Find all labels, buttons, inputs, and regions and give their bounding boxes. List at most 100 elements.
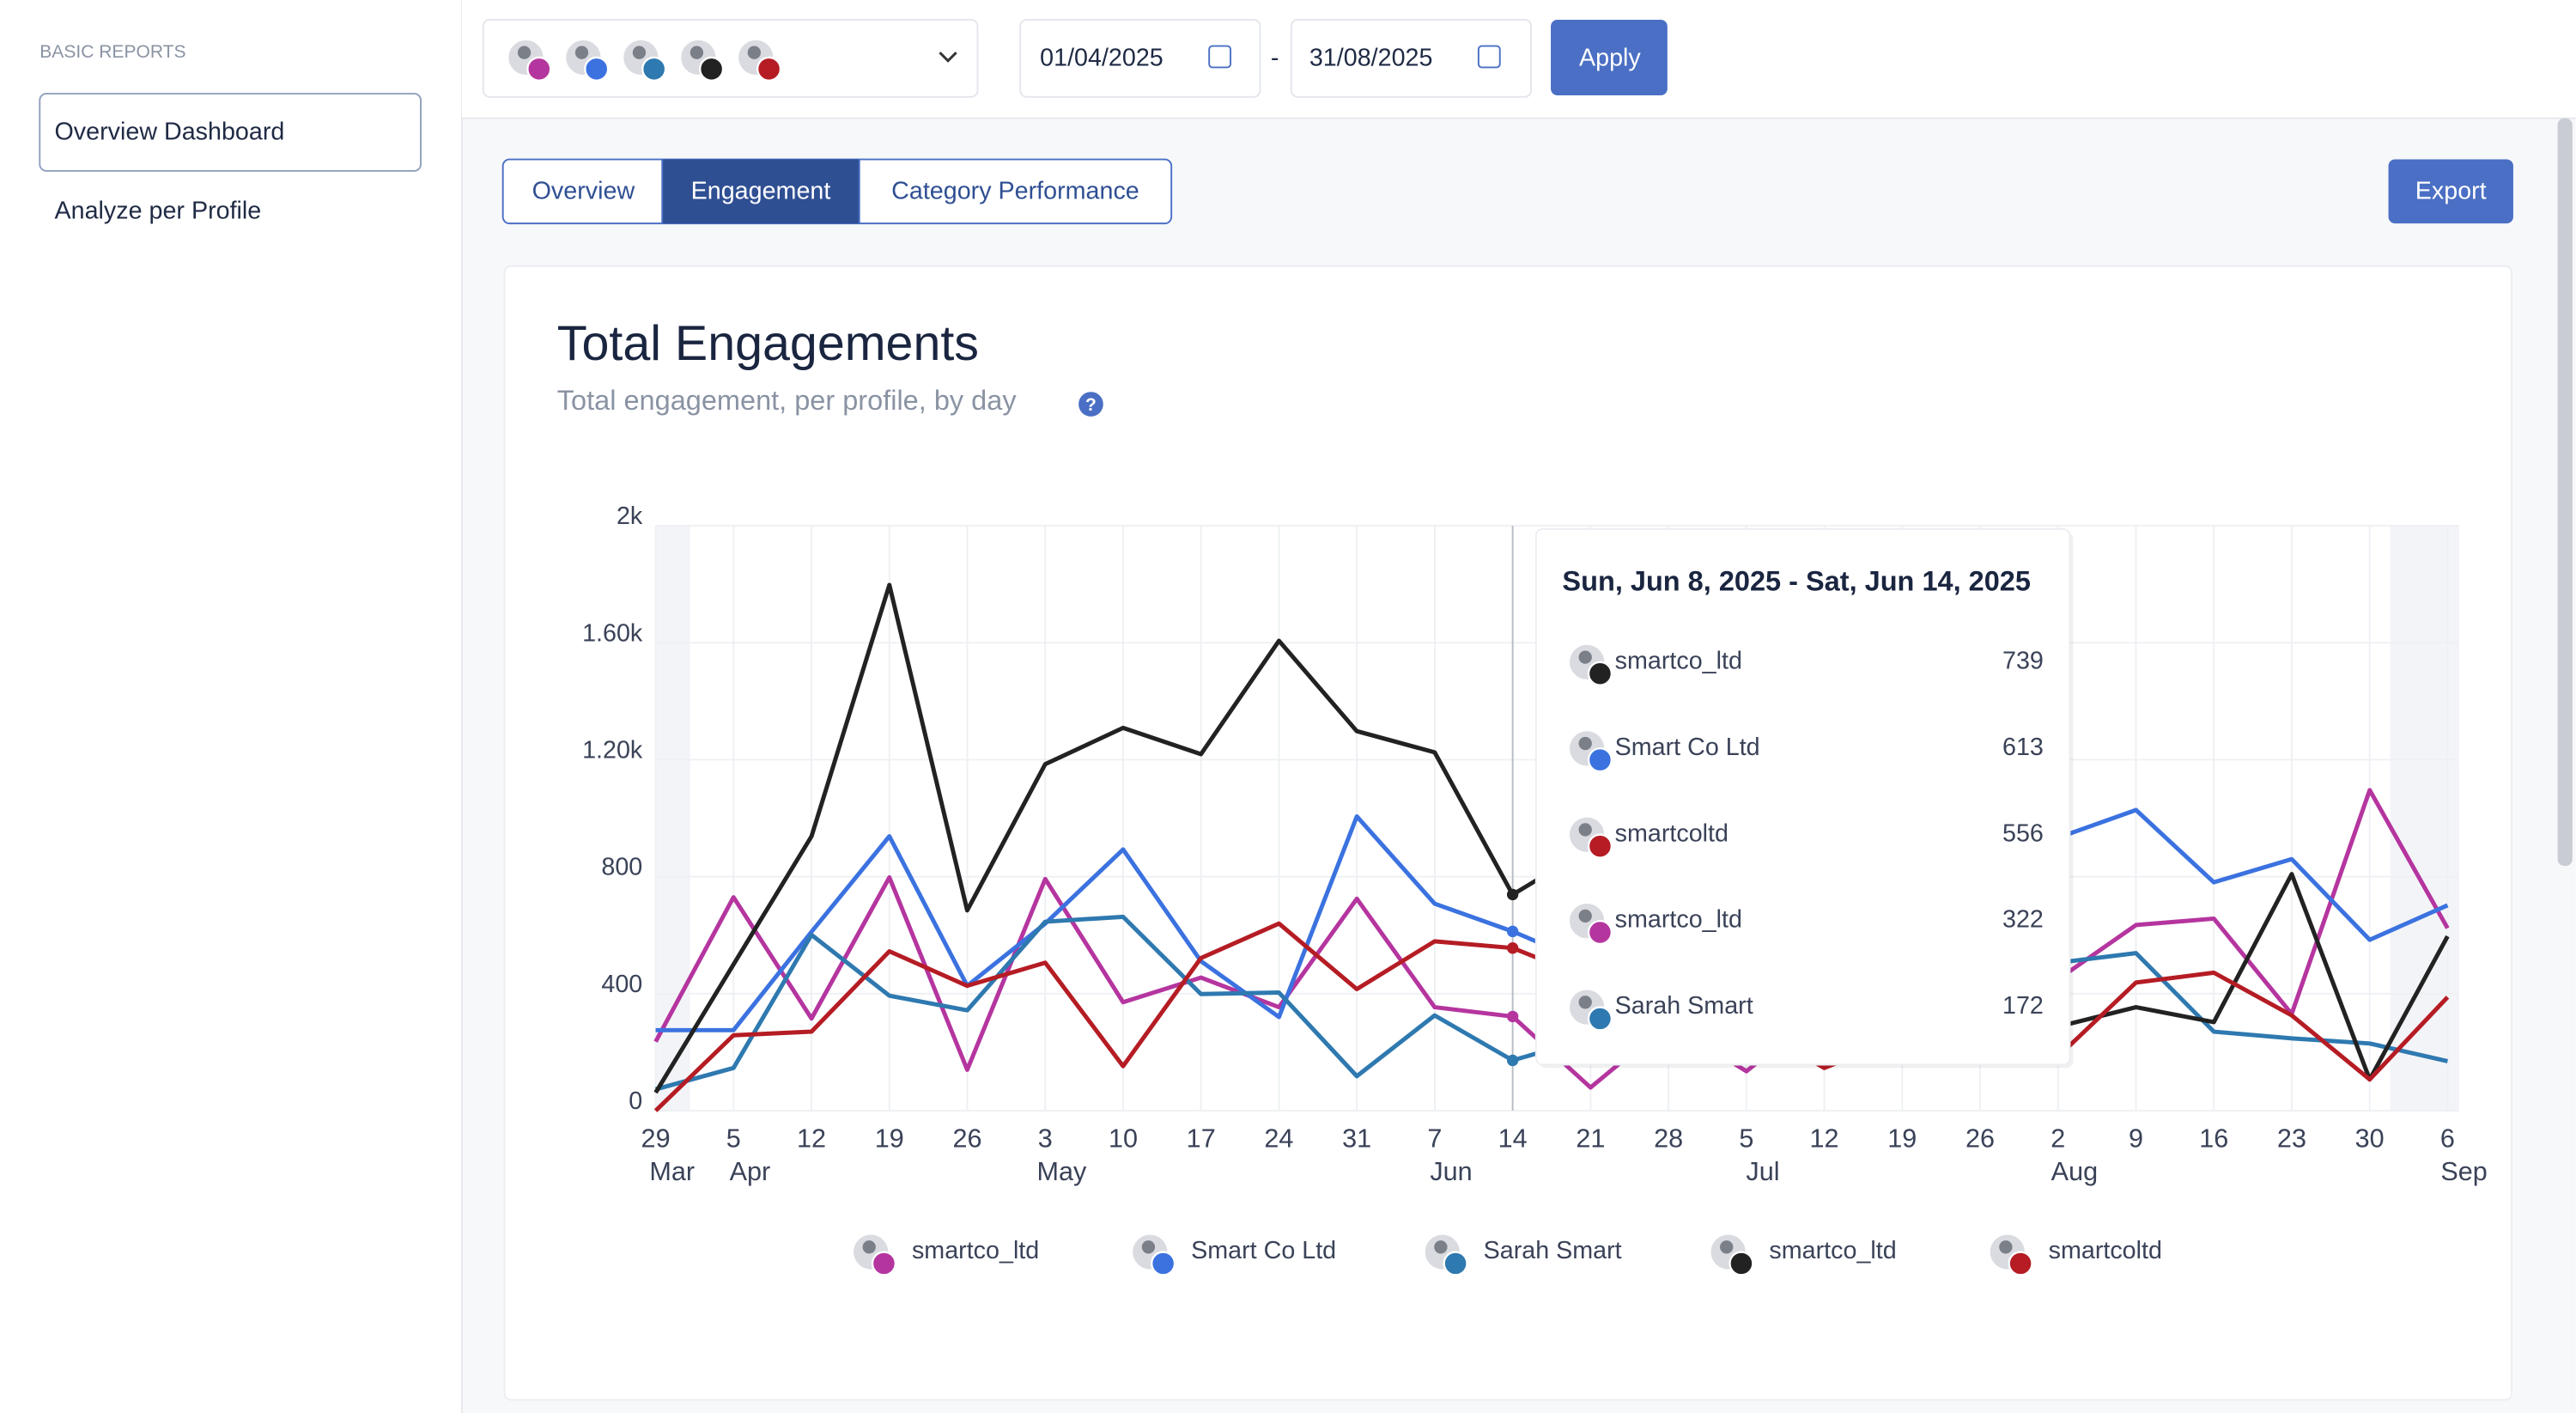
start-date[interactable]: 01/04/2025 xyxy=(1040,44,1163,71)
apply-button[interactable] xyxy=(1551,19,1668,95)
nav-item[interactable]: Analyze per Profile xyxy=(54,197,261,224)
x-tick-label: 9 xyxy=(2129,1124,2143,1154)
platform-badge xyxy=(699,56,725,82)
tab[interactable]: Engagement xyxy=(691,177,831,204)
chart-subtitle: Total engagement, per profile, by day xyxy=(557,385,1018,416)
avatar-head xyxy=(747,46,761,59)
platform-badge xyxy=(2008,1251,2033,1276)
avatar-head xyxy=(1999,1240,2013,1254)
avatar-head xyxy=(632,46,647,59)
x-tick-label: 12 xyxy=(1810,1124,1839,1154)
platform-badge xyxy=(1587,661,1613,686)
x-tick-month: Apr xyxy=(730,1157,771,1186)
dropdown-arrow[interactable] xyxy=(939,52,957,63)
platform-badge xyxy=(1151,1251,1176,1276)
platform-badge xyxy=(1587,833,1613,859)
avatar-head xyxy=(1578,650,1592,664)
legend-label[interactable]: Smart Co Ltd xyxy=(1191,1237,1336,1264)
date-separator: - xyxy=(1271,44,1279,71)
nav-item-active[interactable] xyxy=(39,93,422,172)
tooltip-value: 322 xyxy=(2002,906,2044,934)
avatar-head xyxy=(574,46,589,59)
platform-badge xyxy=(526,56,552,82)
x-tick-label: 7 xyxy=(1427,1124,1442,1154)
y-tick-label: 1.20k xyxy=(582,736,643,764)
x-tick-label: 29 xyxy=(641,1124,671,1154)
x-tick-label: 19 xyxy=(1887,1124,1917,1154)
hover-point xyxy=(1506,942,1519,954)
end-date[interactable]: 31/08/2025 xyxy=(1309,44,1433,71)
calendar-icon[interactable] xyxy=(1208,45,1232,69)
x-tick-label: 16 xyxy=(2199,1124,2228,1154)
avatar-head xyxy=(517,46,532,59)
tooltip-value: 556 xyxy=(2002,819,2044,847)
tooltip-value: 172 xyxy=(2002,992,2044,1020)
x-tick-label: 10 xyxy=(1109,1124,1138,1154)
nav-item[interactable]: Overview Dashboard xyxy=(54,119,284,146)
tab[interactable]: Category Performance xyxy=(891,177,1139,204)
hover-point xyxy=(1506,1054,1519,1067)
platform-badge xyxy=(584,56,610,82)
legend-label[interactable]: smartco_ltd xyxy=(1769,1237,1896,1264)
x-tick-month: Jul xyxy=(1746,1157,1779,1186)
apply-label[interactable]: Apply xyxy=(1579,44,1641,71)
x-tick-month: Sep xyxy=(2440,1157,2487,1186)
avatar-head xyxy=(1578,823,1592,837)
x-tick-label: 3 xyxy=(1038,1124,1053,1154)
x-tick-label: 24 xyxy=(1264,1124,1293,1154)
tab-active[interactable] xyxy=(662,159,860,224)
scrollbar[interactable] xyxy=(2557,118,2573,867)
start-date-input[interactable] xyxy=(1019,18,1261,98)
x-tick-month: Mar xyxy=(649,1157,695,1186)
x-tick-label: 26 xyxy=(1965,1124,1995,1154)
legend-label[interactable]: smartcoltd xyxy=(2049,1237,2162,1264)
export-button[interactable] xyxy=(2388,159,2513,224)
x-tick-label: 21 xyxy=(1576,1124,1605,1154)
platform-badge xyxy=(1443,1251,1468,1276)
x-tick-label: 31 xyxy=(1342,1124,1371,1154)
x-tick-label: 30 xyxy=(2355,1124,2385,1154)
x-tick-label: 5 xyxy=(1739,1124,1753,1154)
export-label[interactable]: Export xyxy=(2415,177,2487,204)
platform-badge xyxy=(1587,919,1613,946)
platform-badge xyxy=(1587,1006,1613,1032)
avatar-head xyxy=(1578,909,1592,923)
profile-avatars xyxy=(507,38,782,82)
help-icon[interactable] xyxy=(1078,392,1103,417)
tab[interactable]: Overview xyxy=(532,177,635,204)
platform-badge xyxy=(756,56,782,82)
avatar-head xyxy=(690,46,704,59)
x-tick-label: 14 xyxy=(1498,1124,1528,1154)
legend-label[interactable]: Sarah Smart xyxy=(1484,1237,1622,1264)
tooltip-name: smartco_ltd xyxy=(1615,647,1742,674)
x-tick-month: Aug xyxy=(2051,1157,2098,1186)
tooltip-title: Sun, Jun 8, 2025 - Sat, Jun 14, 2025 xyxy=(1562,566,2031,597)
tooltip-name: Sarah Smart xyxy=(1615,992,1753,1020)
hover-point xyxy=(1506,1010,1519,1023)
hover-point xyxy=(1506,888,1519,901)
x-tick-month: Jun xyxy=(1430,1157,1472,1186)
x-tick-label: 28 xyxy=(1654,1124,1683,1154)
help-icon-mark[interactable]: ? xyxy=(1085,395,1097,415)
x-tick-label: 19 xyxy=(875,1124,904,1154)
x-tick-label: 23 xyxy=(2277,1124,2306,1154)
platform-badge xyxy=(1728,1251,1754,1276)
avatar-head xyxy=(1434,1240,1448,1254)
profile-selector[interactable] xyxy=(482,18,979,98)
platform-badge xyxy=(1587,747,1613,773)
y-tick-label: 2k xyxy=(617,502,643,530)
y-tick-label: 800 xyxy=(601,854,642,881)
avatar-head xyxy=(1720,1240,1734,1254)
chart-card xyxy=(503,265,2512,1401)
x-tick-label: 17 xyxy=(1187,1124,1216,1154)
end-date-input[interactable] xyxy=(1290,18,1533,98)
x-tick-label: 12 xyxy=(797,1124,826,1154)
avatar-head xyxy=(1578,736,1592,751)
calendar-icon[interactable] xyxy=(1477,45,1501,69)
chart-title: Total Engagements xyxy=(557,316,979,371)
sidebar-section: BASIC REPORTS xyxy=(39,42,185,62)
legend-label[interactable]: smartco_ltd xyxy=(912,1237,1039,1264)
